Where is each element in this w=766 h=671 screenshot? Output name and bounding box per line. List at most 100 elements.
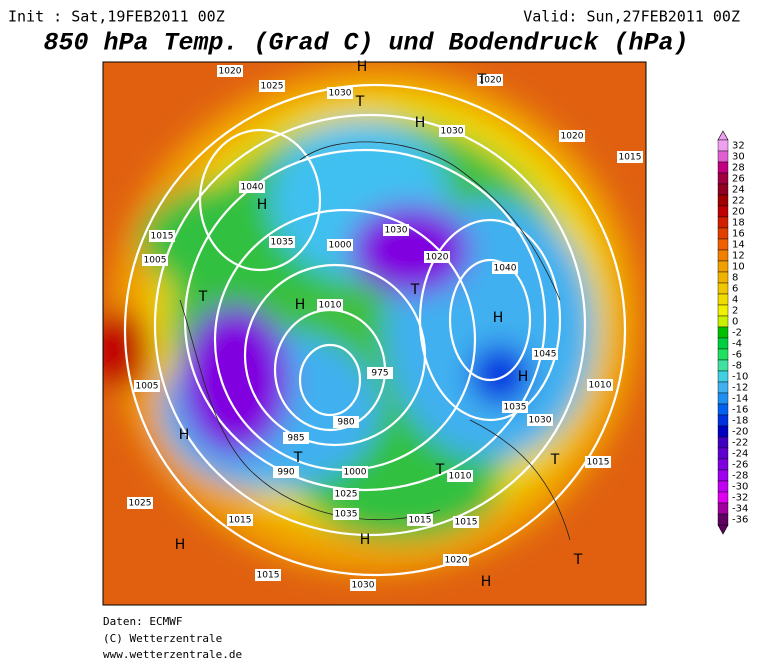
colorbar-swatch — [717, 293, 729, 306]
isobar-label: 1000 — [344, 468, 367, 478]
colorbar-label: -32 — [732, 493, 748, 504]
colorbar-label: 0 — [732, 317, 738, 328]
colorbar-swatch — [717, 161, 729, 174]
colorbar-swatch — [717, 249, 729, 262]
pressure-centre: H — [493, 310, 504, 326]
isobar-label: 1020 — [219, 67, 242, 77]
colorbar-label: 2 — [732, 306, 738, 317]
pressure-centre: H — [357, 59, 368, 75]
colorbar-swatch — [717, 315, 729, 328]
isobar-label-box — [587, 379, 613, 391]
map-frame — [102, 61, 647, 606]
isobar-label: 1015 — [455, 518, 478, 528]
isobar-label-box — [527, 414, 553, 426]
isobar-label-box — [342, 466, 368, 478]
colorbar-swatch — [717, 304, 729, 317]
colorbar-label: 18 — [732, 218, 745, 229]
isobar-label: 1020 — [479, 76, 502, 86]
isobar-label: 980 — [337, 418, 354, 428]
isobar-label-box — [333, 416, 359, 428]
colorbar-label: -16 — [732, 405, 748, 416]
isobar-label-box — [407, 514, 433, 526]
colorbar-label: 32 — [732, 141, 745, 152]
map-title: 850 hPa Temp. (Grad C) und Bodendruck (h… — [43, 29, 688, 58]
isobar-label-box — [283, 432, 309, 444]
colorbar-label: -4 — [732, 339, 742, 350]
colorbar-label: -24 — [732, 449, 748, 460]
isobar-label: 1000 — [329, 241, 352, 251]
colorbar-label: 4 — [732, 295, 738, 306]
isobar-label: 1045 — [534, 350, 557, 360]
isobar-label: 1015 — [587, 458, 610, 468]
colorbar-label: 20 — [732, 207, 745, 218]
colorbar-swatch — [717, 381, 729, 394]
isobar-label-box — [439, 125, 465, 137]
pressure-centre: T — [355, 94, 365, 110]
isobar-label: 1005 — [136, 382, 159, 392]
isobar-label: 1015 — [257, 571, 280, 581]
isobar-label: 1030 — [329, 89, 352, 99]
pressure-centre: T — [293, 450, 303, 466]
isobar-label: 1005 — [144, 256, 167, 266]
isobar-label: 1015 — [151, 232, 174, 242]
footer-source: Daten: ECMWF — [103, 615, 182, 628]
isobar-label: 1010 — [319, 301, 342, 311]
colorbar-label: 8 — [732, 273, 738, 284]
colorbar-label: 28 — [732, 163, 745, 174]
colorbar-swatch — [717, 348, 729, 361]
colorbar-swatch — [717, 271, 729, 284]
isobar-label: 1015 — [229, 516, 252, 526]
footer-url: www.wetterzentrale.de — [103, 648, 242, 661]
colorbar-swatch — [717, 172, 729, 185]
colorbar-swatch — [717, 194, 729, 207]
isobar-label: 1040 — [494, 264, 517, 274]
pressure-centre: T — [550, 452, 560, 468]
colorbar-swatch — [717, 326, 729, 339]
isobar-label: 1030 — [385, 226, 408, 236]
colorbar-swatch — [717, 458, 729, 471]
isobar-label-box — [327, 239, 353, 251]
isobar-label: 1030 — [352, 581, 375, 591]
isobar-label-box — [127, 497, 153, 509]
pressure-centre: T — [477, 72, 487, 88]
colorbar-label: 24 — [732, 185, 745, 196]
colorbar-label: 14 — [732, 240, 745, 251]
colorbar-label: -18 — [732, 416, 748, 427]
isobar-label: 990 — [277, 468, 294, 478]
isobar-label: 1010 — [449, 472, 472, 482]
isobar-label: 1020 — [426, 253, 449, 263]
colorbar-swatch — [717, 370, 729, 383]
isobar-label: 1040 — [241, 183, 264, 193]
colorbar-swatch — [717, 260, 729, 273]
isobar-label: 1015 — [619, 153, 642, 163]
isobar-label-box — [217, 65, 243, 77]
isobar-label-box — [142, 254, 168, 266]
isobar-label: 1025 — [261, 82, 284, 92]
isobar-label: 1035 — [504, 403, 527, 413]
isobar-label-box — [453, 516, 479, 528]
colorbar-label: 16 — [732, 229, 745, 240]
init-time: Init : Sat,19FEB2011 00Z — [8, 8, 225, 26]
isobar-label-box — [259, 80, 285, 92]
colorbar-label: 30 — [732, 152, 745, 163]
colorbar-label: -36 — [732, 515, 748, 526]
pressure-centre: H — [257, 197, 268, 213]
colorbar-swatch — [717, 491, 729, 504]
colorbar-swatch — [717, 469, 729, 482]
colorbar-swatch — [717, 403, 729, 416]
colorbar-swatch — [717, 513, 729, 526]
pressure-centre: H — [360, 532, 371, 548]
isobar-label-box — [317, 299, 343, 311]
colorbar-swatch — [717, 139, 729, 152]
isobar-label-box — [617, 151, 643, 163]
isobar-label: 1030 — [441, 127, 464, 137]
colorbar-swatch — [717, 414, 729, 427]
colorbar-swatch — [717, 183, 729, 196]
isobar-label: 985 — [287, 434, 304, 444]
colorbar-swatch — [717, 282, 729, 295]
colorbar-label: 6 — [732, 284, 738, 295]
isobar-label: 1020 — [561, 132, 584, 142]
map — [103, 62, 646, 605]
pressure-centre: T — [573, 552, 583, 568]
